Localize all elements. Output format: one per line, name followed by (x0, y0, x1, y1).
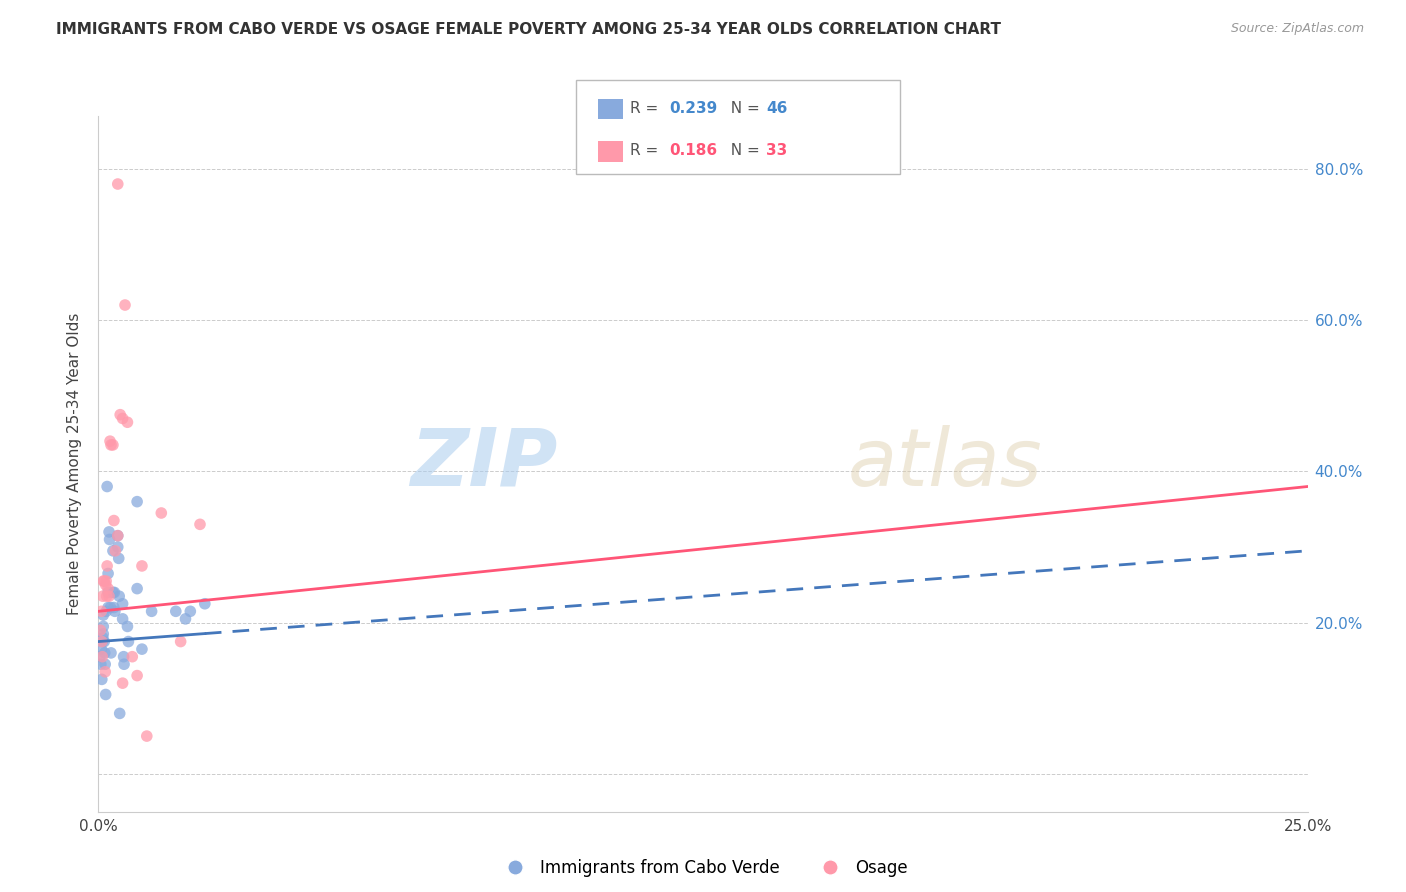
Point (98, 533, 121, 547)
Text: Source: ZipAtlas.com: Source: ZipAtlas.com (1230, 22, 1364, 36)
Point (121, 649, 143, 664)
Point (97, 585, 120, 599)
Point (111, 676, 134, 690)
Point (108, 706, 131, 721)
Point (91, 619, 114, 633)
Point (94, 657, 117, 672)
Point (100, 600, 122, 615)
Text: N =: N = (721, 101, 765, 116)
Point (127, 582, 149, 596)
Point (107, 529, 129, 543)
Point (98, 434, 121, 449)
Text: 0.239: 0.239 (669, 101, 717, 116)
Point (117, 634, 139, 648)
Text: IMMIGRANTS FROM CABO VERDE VS OSAGE FEMALE POVERTY AMONG 25-34 YEAR OLDS CORRELA: IMMIGRANTS FROM CABO VERDE VS OSAGE FEMA… (56, 22, 1001, 37)
Point (101, 438, 124, 452)
Point (89, 649, 111, 664)
Point (98, 524, 121, 539)
Text: R =: R = (630, 144, 664, 159)
Point (93, 574, 115, 588)
Point (111, 612, 134, 626)
Point (97, 566, 120, 581)
Point (91, 634, 114, 648)
Point (93, 634, 115, 648)
Point (104, 543, 127, 558)
Point (131, 642, 153, 657)
Point (117, 415, 139, 429)
Text: 0.186: 0.186 (669, 144, 717, 159)
Text: atlas: atlas (848, 425, 1043, 503)
Y-axis label: Female Poverty Among 25-34 Year Olds: Female Poverty Among 25-34 Year Olds (67, 313, 83, 615)
Point (90, 657, 112, 672)
Point (97, 582, 120, 596)
Point (127, 494, 149, 508)
Point (150, 506, 173, 520)
Point (135, 729, 157, 743)
Text: 33: 33 (766, 144, 787, 159)
Point (90, 604, 112, 618)
Point (103, 600, 125, 615)
Point (127, 668, 149, 682)
Point (97, 600, 120, 615)
Text: N =: N = (721, 144, 765, 159)
Point (89, 624, 111, 638)
Legend: Immigrants from Cabo Verde, Osage: Immigrants from Cabo Verde, Osage (492, 852, 914, 883)
Point (107, 177, 129, 191)
Point (100, 646, 122, 660)
Point (131, 558, 153, 573)
Point (179, 604, 201, 618)
Point (90, 634, 112, 648)
Point (111, 597, 134, 611)
Text: R =: R = (630, 101, 664, 116)
Point (91, 649, 114, 664)
Point (188, 517, 211, 532)
Point (112, 649, 135, 664)
Point (91, 627, 114, 641)
Point (96, 558, 118, 573)
Point (94, 665, 117, 679)
Point (165, 604, 187, 618)
Point (96, 604, 118, 618)
Point (107, 529, 129, 543)
Text: ZIP: ZIP (411, 425, 558, 503)
Point (94, 578, 117, 592)
Point (103, 585, 125, 599)
Point (174, 612, 197, 626)
Point (91, 589, 114, 603)
Text: 46: 46 (766, 101, 787, 116)
Point (93, 646, 115, 660)
Point (91, 574, 114, 588)
Point (98, 589, 121, 603)
Point (108, 408, 131, 422)
Point (194, 597, 217, 611)
Point (117, 619, 139, 633)
Point (104, 604, 127, 618)
Point (141, 604, 163, 618)
Point (169, 634, 191, 648)
Point (111, 411, 134, 425)
Point (103, 514, 125, 528)
Point (90, 642, 112, 657)
Point (112, 657, 135, 672)
Point (96, 479, 118, 493)
Point (108, 589, 131, 603)
Point (107, 551, 129, 566)
Point (101, 585, 124, 599)
Point (91, 608, 114, 623)
Point (91, 631, 114, 645)
Point (96, 574, 118, 588)
Point (90, 673, 112, 687)
Point (101, 543, 124, 558)
Point (94, 688, 117, 702)
Point (100, 438, 122, 452)
Point (96, 589, 118, 603)
Point (114, 298, 136, 312)
Point (107, 540, 129, 554)
